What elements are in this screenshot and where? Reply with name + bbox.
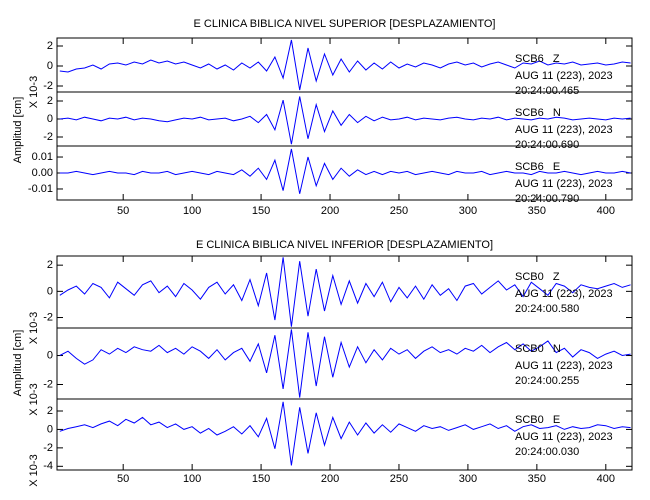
time-label: 20:24:00.465 [515, 85, 579, 97]
y-tick-label: 0 [47, 423, 53, 435]
panel-frame [56, 398, 633, 471]
date-label: AUG 11 (223), 2023 [515, 288, 613, 300]
date-label: AUG 11 (223), 2023 [515, 360, 613, 372]
waveform [59, 39, 631, 91]
y-tick-label: 2 [47, 40, 53, 52]
station-label: SCB0 Z [515, 271, 560, 283]
station-label: SCB6 E [515, 161, 560, 173]
x-tick-label: 50 [117, 205, 129, 217]
waveform [59, 148, 631, 194]
scale-label: X 10-3 [28, 76, 40, 108]
x-tick-label: 100 [183, 473, 201, 485]
time-label: 20:24:00.030 [515, 446, 579, 458]
y-tick-label: 2 [47, 259, 53, 271]
y-tick-label: -2 [43, 80, 53, 92]
waveform [59, 257, 631, 327]
y-axis-label: Amplitud [cm] [12, 330, 24, 397]
scale-label: X 10-3 [28, 312, 40, 344]
x-tick-label: 300 [459, 205, 477, 217]
waveform [59, 329, 631, 398]
y-tick-label: 0 [47, 349, 53, 361]
x-tick-label: 150 [252, 473, 270, 485]
x-tick-label: 250 [390, 205, 408, 217]
scale-label: X 10-3 [28, 454, 40, 486]
y-axis-label: Amplitud [cm] [12, 97, 24, 164]
time-label: 20:24:00.790 [515, 193, 579, 205]
waveform [59, 401, 631, 466]
station-label: SCB0 E [515, 414, 560, 426]
x-tick-label: 350 [528, 205, 546, 217]
y-tick-label: -4 [43, 460, 53, 472]
x-tick-label: 400 [597, 205, 615, 217]
date-label: AUG 11 (223), 2023 [515, 124, 613, 136]
station-label: SCB0 N [515, 343, 561, 355]
date-label: AUG 11 (223), 2023 [515, 431, 613, 443]
x-tick-label: 50 [117, 473, 129, 485]
station-label: SCB6 Z [515, 53, 560, 65]
x-tick-label: 300 [459, 473, 477, 485]
date-label: AUG 11 (223), 2023 [515, 70, 613, 82]
y-tick-label: 0 [47, 113, 53, 125]
y-tick-label: 2 [47, 95, 53, 107]
y-tick-label: 2 [47, 405, 53, 417]
y-tick-label: -2 [43, 131, 53, 143]
station-label: SCB6 N [515, 107, 561, 119]
y-tick-label: -2 [43, 311, 53, 323]
chart-title: E CLINICA BIBLICA NIVEL INFERIOR [DESPLA… [196, 239, 493, 251]
x-tick-label: 350 [528, 473, 546, 485]
chart-title: E CLINICA BIBLICA NIVEL SUPERIOR [DESPLA… [194, 18, 496, 30]
y-tick-label: -2 [43, 378, 53, 390]
y-tick-label: 0.00 [32, 167, 53, 179]
y-tick-label: 0 [47, 60, 53, 72]
y-tick-label: 0.01 [32, 151, 53, 163]
time-label: 20:24:00.580 [515, 303, 579, 315]
y-tick-label: 0 [47, 285, 53, 297]
x-tick-label: 200 [321, 205, 339, 217]
waveform [59, 96, 631, 145]
y-tick-label: -0.01 [28, 183, 53, 195]
x-tick-label: 250 [390, 473, 408, 485]
x-tick-label: 200 [321, 473, 339, 485]
time-label: 20:24:00.690 [515, 139, 579, 151]
date-label: AUG 11 (223), 2023 [515, 178, 613, 190]
x-tick-label: 100 [183, 205, 201, 217]
y-tick-label: -2 [43, 442, 53, 454]
x-tick-label: 400 [597, 473, 615, 485]
time-label: 20:24:00.255 [515, 375, 579, 387]
x-tick-label: 150 [252, 205, 270, 217]
scale-label: X 10-3 [28, 383, 40, 415]
